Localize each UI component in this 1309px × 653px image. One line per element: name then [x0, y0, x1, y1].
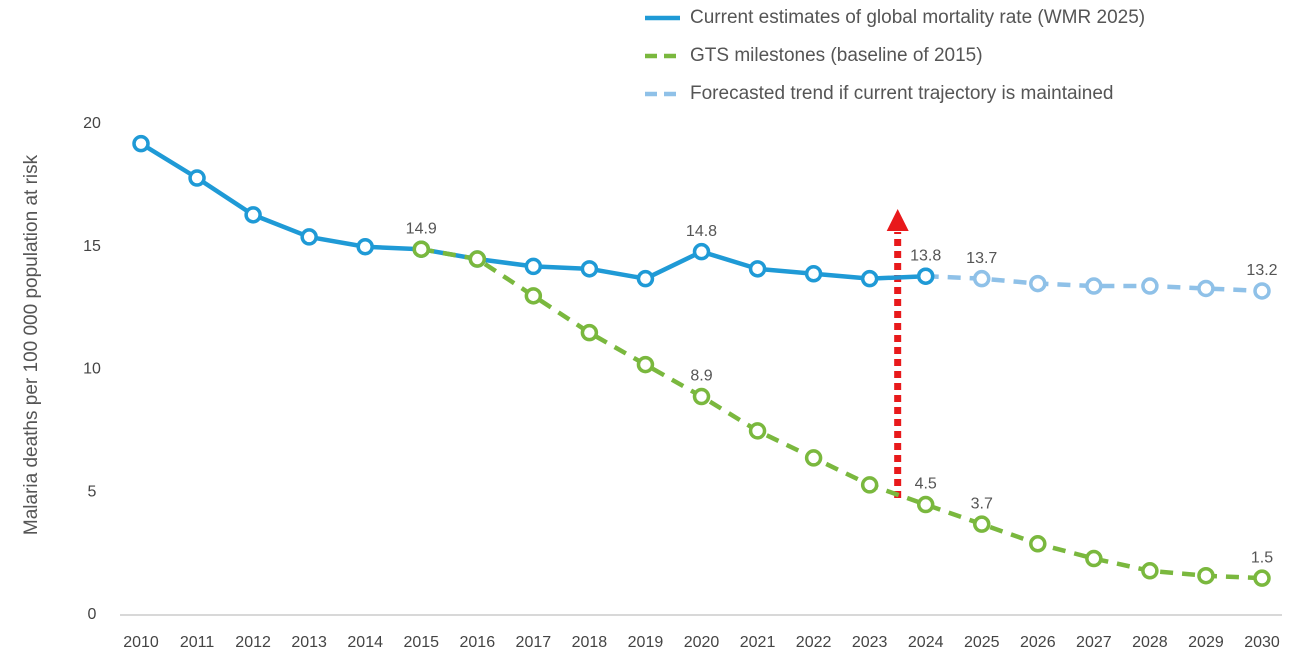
point: [468, 250, 487, 268]
data-label: 13.2: [1246, 262, 1277, 279]
data-label: 14.8: [686, 223, 717, 240]
data-label: 14.9: [406, 220, 437, 237]
point: [300, 228, 318, 246]
x-tick-label: 2010: [123, 634, 159, 651]
x-tick-label: 2018: [572, 634, 608, 651]
x-tick-label: 2024: [908, 634, 944, 651]
point: [1197, 566, 1215, 585]
x-tick-label: 2028: [1132, 634, 1168, 651]
point: [1197, 279, 1215, 298]
y-tick-label: 5: [88, 483, 97, 500]
x-tick-label: 2015: [403, 634, 439, 651]
x-tick-label: 2030: [1244, 634, 1280, 651]
point: [524, 257, 543, 276]
point: [860, 476, 879, 494]
x-tick-label: 2022: [796, 634, 832, 651]
point: [973, 515, 991, 533]
x-tick-label: 2023: [852, 634, 888, 651]
x-tick-label: 2016: [460, 634, 496, 651]
x-tick-label: 2017: [516, 634, 552, 651]
data-label: 13.7: [966, 250, 997, 267]
point: [692, 387, 711, 406]
data-label: 3.7: [971, 495, 993, 512]
x-tick-label: 2014: [347, 634, 383, 651]
point: [748, 422, 767, 440]
point: [1253, 569, 1271, 587]
point: [132, 134, 150, 153]
data-label: 4.5: [915, 476, 937, 493]
point: [692, 242, 711, 261]
point: [1029, 535, 1047, 553]
legend: Current estimates of global mortality ra…: [645, 7, 1145, 104]
y-tick-label: 15: [83, 238, 101, 255]
x-tick-label: 2025: [964, 634, 1000, 651]
point: [804, 265, 823, 283]
point: [916, 495, 935, 514]
x-tick-label: 2019: [628, 634, 664, 651]
series-line: [420, 246, 1263, 581]
x-tick-label: 2011: [180, 634, 215, 651]
point: [1141, 277, 1159, 295]
y-tick-label: 10: [83, 361, 101, 378]
point: [1029, 274, 1047, 293]
point: [188, 169, 206, 187]
legend-label: Forecasted trend if current trajectory i…: [690, 83, 1113, 104]
point: [1085, 277, 1103, 295]
y-axis-label: Malaria deaths per 100 000 population at…: [21, 154, 42, 535]
point: [636, 269, 655, 288]
marks: 13.7 13.2 14.9 14.8 13.8 8.9 4.5 3.7 1.5: [132, 134, 1278, 587]
point: [580, 260, 599, 278]
point: [1141, 562, 1159, 580]
data-label: 8.9: [690, 368, 712, 385]
annotation-arrowhead: [886, 209, 909, 231]
point: [1085, 549, 1103, 568]
y-tick-label: 20: [83, 115, 101, 132]
point: [580, 323, 599, 342]
x-tick-label: 2020: [684, 634, 720, 651]
point: [636, 355, 655, 374]
point: [804, 449, 823, 467]
x-tick-label: 2013: [291, 634, 327, 651]
point: [412, 240, 430, 258]
point: [748, 260, 767, 278]
y-tick-label: 0: [88, 606, 97, 623]
point: [244, 206, 262, 224]
point: [356, 238, 374, 256]
x-tick-label: 2029: [1188, 634, 1224, 651]
x-tick-label: 2027: [1076, 634, 1112, 651]
point: [860, 269, 879, 288]
x-tick-label: 2026: [1020, 634, 1056, 651]
x-tick-label: 2021: [740, 634, 776, 651]
legend-label: Current estimates of global mortality ra…: [690, 7, 1145, 28]
point: [1253, 282, 1271, 300]
data-label: 1.5: [1251, 549, 1273, 566]
legend-label: GTS milestones (baseline of 2015): [690, 45, 983, 66]
x-tick-label: 2012: [235, 634, 271, 651]
data-label: 13.8: [910, 247, 941, 264]
point: [524, 287, 543, 305]
point: [916, 267, 935, 285]
point: [973, 269, 991, 288]
